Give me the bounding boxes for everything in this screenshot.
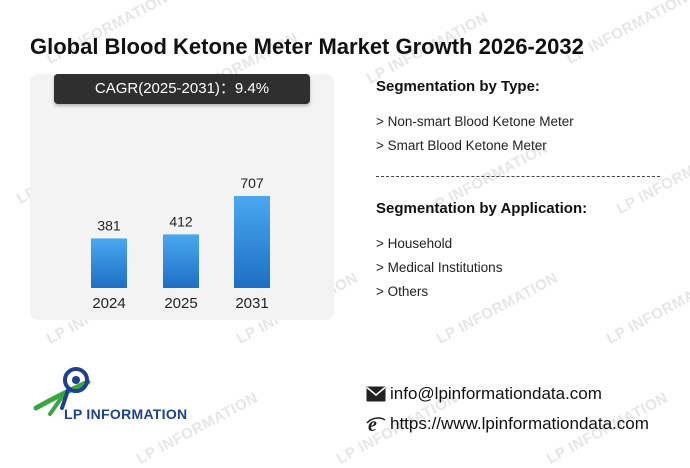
bar-2025 <box>163 234 199 288</box>
list-item: Non-smart Blood Ketone Meter <box>376 110 574 134</box>
bar-2031 <box>234 196 270 288</box>
x-tick-label-2024: 2024 <box>92 295 125 312</box>
list-item: Household <box>376 232 502 256</box>
bar-chart: 381 2024 412 2025 707 2031 <box>91 175 270 312</box>
list-item: Medical Institutions <box>376 256 503 280</box>
svg-text:e: e <box>368 414 377 434</box>
segmentation-type-heading: Segmentation by Type: <box>376 78 540 95</box>
data-label-2025: 412 <box>169 213 193 229</box>
data-label-2031: 707 <box>240 175 264 191</box>
list-item: Others <box>376 280 502 304</box>
x-tick-label-2031: 2031 <box>235 295 268 312</box>
segmentation-application-heading: Segmentation by Application: <box>376 200 588 217</box>
website-contact[interactable]: e https://www.lpinformationdata.com <box>366 412 649 436</box>
watermark-text: LP INFORMATION <box>603 269 690 348</box>
email-contact[interactable]: info@lpinformationdata.com <box>366 382 602 406</box>
list-item: Smart Blood Ketone Meter <box>376 134 574 158</box>
x-tick-label-2025: 2025 <box>164 295 197 312</box>
email-link[interactable]: info@lpinformationdata.com <box>390 384 602 403</box>
watermark-text: LP INFORMATION <box>613 139 690 218</box>
envelope-icon <box>366 384 386 404</box>
cagr-badge: CAGR(2025-2031)：9.4% <box>54 74 310 104</box>
segmentation-type-list: Non-smart Blood Ketone Meter Smart Blood… <box>376 110 574 158</box>
lp-information-logo-icon <box>33 367 91 416</box>
segmentation-application-list: Household Medical Institutions Others <box>376 232 503 304</box>
page-title: Global Blood Ketone Meter Market Growth … <box>30 34 584 59</box>
data-label-2024: 381 <box>97 217 121 233</box>
bar-2024 <box>91 238 127 288</box>
browser-e-icon: e <box>366 414 386 434</box>
section-divider <box>376 176 660 177</box>
logo-text: LP INFORMATION <box>64 406 188 422</box>
website-link[interactable]: https://www.lpinformationdata.com <box>390 414 649 433</box>
